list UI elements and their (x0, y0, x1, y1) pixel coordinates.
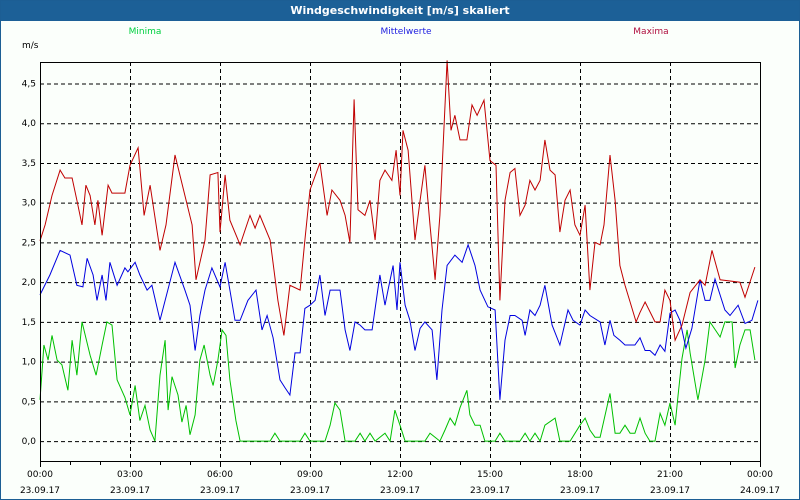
y-tick-label: 3,0 (22, 199, 37, 209)
x-tick-time: 06:00 (207, 470, 233, 480)
x-tick-time: 09:00 (297, 470, 323, 480)
x-tick-time: 15:00 (477, 470, 503, 480)
x-tick-date: 23.09.17 (20, 486, 60, 496)
chart-title: Windgeschwindigkeit [m/s] skaliert (1, 1, 799, 21)
y-tick-label: 4,5 (22, 79, 36, 89)
x-tick-time: 00:00 (747, 470, 773, 480)
x-tick-date: 23.09.17 (650, 486, 690, 496)
y-tick-label: 2,0 (22, 278, 37, 288)
x-tick-date: 24.09.17 (740, 486, 780, 496)
y-axis-label: m/s (22, 41, 39, 51)
y-tick-label: 4,0 (22, 119, 37, 129)
plot-border (40, 62, 761, 462)
x-tick-time: 03:00 (117, 470, 143, 480)
x-tick-time: 18:00 (567, 470, 593, 480)
x-tick-date: 23.09.17 (110, 486, 150, 496)
y-tick-label: 1,5 (22, 318, 36, 328)
x-tick-date: 23.09.17 (290, 486, 330, 496)
x-tick-time: 12:00 (387, 470, 413, 480)
x-tick-date: 23.09.17 (380, 486, 420, 496)
x-tick-date: 23.09.17 (200, 486, 240, 496)
y-tick-label: 3,5 (22, 159, 36, 169)
series-line-minima (39, 320, 756, 443)
y-tick-label: 2,5 (22, 238, 36, 248)
legend-mittelwerte: Mittelwerte (380, 27, 431, 37)
series-line-maxima (39, 60, 756, 343)
series-line-mittelwerte (39, 243, 759, 400)
x-tick-time: 00:00 (27, 470, 53, 480)
y-tick-label: 0,0 (22, 437, 37, 447)
legend-maxima: Maxima (633, 27, 668, 37)
x-tick-date: 23.09.17 (560, 486, 600, 496)
legend-minima: Minima (129, 27, 162, 37)
x-tick-time: 21:00 (657, 470, 683, 480)
y-tick-label: 1,0 (22, 358, 37, 368)
x-tick-date: 23.09.17 (470, 486, 510, 496)
y-tick-label: 0,5 (22, 397, 36, 407)
